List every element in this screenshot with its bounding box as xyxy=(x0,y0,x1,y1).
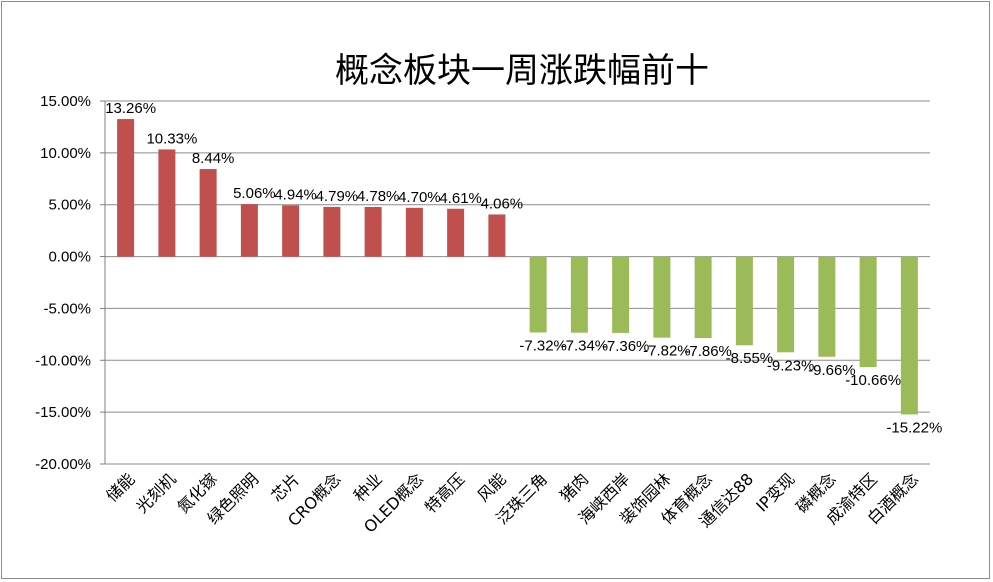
data-label: -10.66% xyxy=(845,372,901,389)
x-tick-label: 风能 xyxy=(474,469,510,505)
chart-title: 概念板块一周涨跌幅前十 xyxy=(335,51,709,91)
bar-10 xyxy=(488,214,506,257)
data-label: -9.66% xyxy=(808,362,856,379)
bar-15 xyxy=(694,256,712,339)
bar-9 xyxy=(447,208,465,257)
bar-1 xyxy=(117,119,135,257)
data-label: -9.23% xyxy=(767,357,815,374)
data-label: 4.61% xyxy=(439,190,482,207)
x-tick-label: 猪肉 xyxy=(556,469,592,505)
x-tick-label: 储能 xyxy=(102,469,138,505)
bar-12 xyxy=(570,256,588,333)
data-label: -7.36% xyxy=(602,338,650,355)
y-tick-label: -5.00% xyxy=(43,300,91,317)
data-label: 4.78% xyxy=(357,188,400,205)
data-label: -7.32% xyxy=(519,337,567,354)
data-label: -15.22% xyxy=(886,419,942,436)
y-tick-label: 5.00% xyxy=(48,197,91,214)
data-label: 5.06% xyxy=(233,185,276,202)
data-label: -7.82% xyxy=(643,343,691,360)
data-labels: 13.26% 10.33% 8.44% 5.06%4.94%4.79%4.78%4.7… xyxy=(105,100,942,436)
data-label: -7.34% xyxy=(561,338,609,355)
data-label: 10.33% xyxy=(146,130,197,147)
bar-8 xyxy=(405,207,423,257)
y-axis-ticks: 15.00% 10.00% 5.00% 0.00% -5.00% -10.00% -15.0… xyxy=(35,93,105,473)
y-tick-label: -10.00% xyxy=(35,352,91,369)
x-tick-label: 特高压 xyxy=(421,469,468,516)
x-tick-label: 芯片 xyxy=(267,469,303,505)
bar-4 xyxy=(240,204,258,257)
x-tick-label: 光刻机 xyxy=(132,469,179,516)
data-label: 13.26% xyxy=(105,100,156,117)
y-tick-label: 15.00% xyxy=(40,93,91,110)
bar-19 xyxy=(859,256,877,368)
bar-11 xyxy=(529,256,547,333)
bar-14 xyxy=(653,256,671,338)
data-label: 4.06% xyxy=(481,195,524,212)
bar-5 xyxy=(282,205,300,257)
bar-17 xyxy=(777,256,795,353)
y-tick-label: 0.00% xyxy=(48,249,91,266)
x-tick-label: 种业 xyxy=(350,469,386,505)
bar-13 xyxy=(612,256,630,333)
data-label: -8.55% xyxy=(726,350,774,367)
data-label: 4.79% xyxy=(316,188,359,205)
bar-16 xyxy=(735,256,753,346)
bar-7 xyxy=(364,206,382,257)
data-label: 4.70% xyxy=(398,189,441,206)
bar-18 xyxy=(818,256,836,357)
y-tick-label: 10.00% xyxy=(40,145,91,162)
bar-2 xyxy=(158,149,176,257)
y-tick-label: -15.00% xyxy=(35,404,91,421)
data-label: -7.86% xyxy=(684,343,732,360)
bar-20 xyxy=(900,256,918,415)
data-label: 8.44% xyxy=(192,150,235,167)
bars xyxy=(117,119,918,415)
x-tick-label: IP变现 xyxy=(752,469,798,515)
y-tick-label: -20.00% xyxy=(35,456,91,473)
bar-6 xyxy=(323,206,341,257)
data-label: 4.94% xyxy=(274,186,317,203)
bar-3 xyxy=(199,169,217,257)
